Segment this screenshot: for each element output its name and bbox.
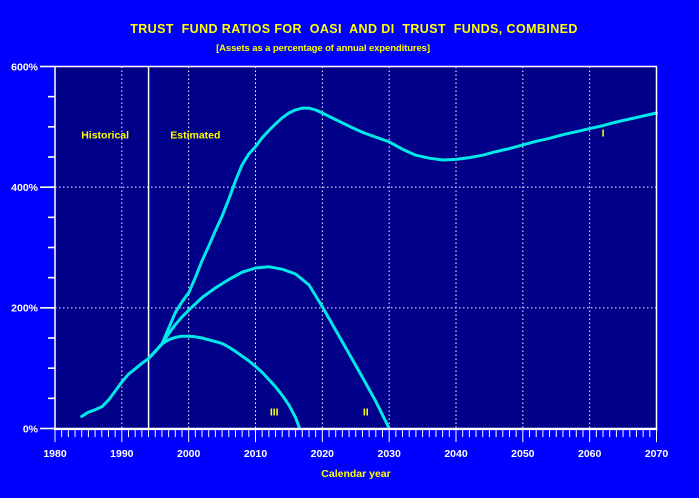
- chart-subtitle: [Assets as a percentage of annual expend…: [216, 43, 430, 54]
- x-tick-label-2050: 2050: [511, 448, 535, 460]
- x-tick-label-2060: 2060: [578, 448, 602, 460]
- annotation-label-historical: Historical: [81, 130, 129, 142]
- x-tick-label-2000: 2000: [177, 448, 201, 460]
- y-tick-label-400: 400%: [11, 182, 39, 194]
- x-tick-label-1990: 1990: [110, 448, 134, 460]
- x-axis-title: Calendar year: [321, 468, 391, 480]
- annotation-label-ii: II: [363, 407, 369, 419]
- y-tick-label-600: 600%: [11, 61, 39, 73]
- x-tick-label-2040: 2040: [444, 448, 468, 460]
- x-tick-label-2020: 2020: [311, 448, 335, 460]
- annotation-label-iii: III: [270, 407, 279, 419]
- annotation-label-estimated: Estimated: [170, 130, 220, 142]
- curve-iii: [147, 334, 302, 430]
- x-tick-label-2070: 2070: [645, 448, 669, 460]
- x-tick-label-2010: 2010: [244, 448, 268, 460]
- y-tick-label-200: 200%: [11, 303, 39, 315]
- y-tick-label-0: 0%: [23, 423, 39, 435]
- curve-ii: [147, 265, 391, 430]
- x-tick-label-2030: 2030: [377, 448, 401, 460]
- curve-i: [147, 106, 658, 360]
- annotation-label-i: I: [602, 127, 605, 139]
- x-tick-label-1980: 1980: [43, 448, 67, 460]
- chart-title: TRUST FUND RATIOS FOR OASI AND DI TRUST …: [130, 22, 578, 36]
- plot-background: [55, 66, 657, 429]
- curve-historical: [80, 357, 151, 418]
